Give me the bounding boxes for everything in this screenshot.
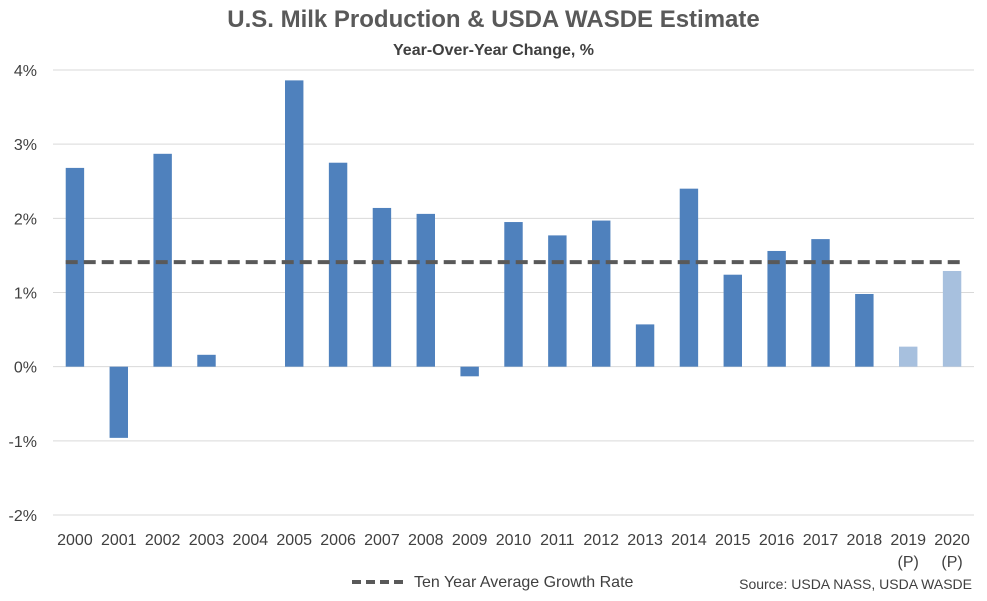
x-tick-label: 2003 <box>189 532 225 549</box>
x-tick-label: 2001 <box>101 532 137 549</box>
source-note: Source: USDA NASS, USDA WASDE <box>739 576 972 592</box>
x-tick-label: 2013 <box>627 532 663 549</box>
x-tick-label: 2016 <box>759 532 795 549</box>
bars <box>65 80 962 438</box>
bar <box>416 213 435 367</box>
y-tick-label: 0% <box>14 360 37 377</box>
x-tick-note: (P) <box>941 554 962 571</box>
x-tick-label: 2020 <box>934 532 970 549</box>
bar <box>548 235 567 367</box>
legend-label: Ten Year Average Growth Rate <box>414 574 634 591</box>
x-tick-label: 2004 <box>233 532 269 549</box>
bar <box>899 346 918 367</box>
chart-subtitle: Year-Over-Year Change, % <box>393 42 594 59</box>
x-tick-label: 2007 <box>364 532 400 549</box>
x-tick-label: 2019 <box>890 532 926 549</box>
bar <box>285 80 304 367</box>
x-tick-label: 2017 <box>803 532 839 549</box>
y-axis-ticks: -2% -1% 0% 1% 2% 3% 4% <box>9 63 37 525</box>
bar <box>197 354 216 367</box>
x-axis-ticks: 2000 2001 2002 2003 2004 2005 2006 2007 2008 2009… <box>57 532 970 571</box>
x-tick-label: 2005 <box>276 532 312 549</box>
x-tick-label: 2011 <box>540 532 575 549</box>
bar <box>460 366 479 377</box>
x-tick-label: 2002 <box>145 532 181 549</box>
y-tick-label: 2% <box>14 211 37 228</box>
y-tick-label: -1% <box>9 434 37 451</box>
bar <box>767 250 786 367</box>
x-tick-label: 2010 <box>496 532 532 549</box>
x-tick-label: 2000 <box>57 532 93 549</box>
bar <box>855 293 874 367</box>
y-tick-label: 1% <box>14 286 37 303</box>
y-tick-label: -2% <box>9 508 37 525</box>
bar <box>109 366 128 438</box>
bar <box>679 188 699 367</box>
legend: Ten Year Average Growth Rate <box>352 574 634 591</box>
x-tick-label: 2015 <box>715 532 751 549</box>
bar <box>635 324 655 367</box>
bar <box>592 220 611 367</box>
bar <box>328 162 348 367</box>
x-tick-label: 2018 <box>847 532 883 549</box>
bar <box>65 167 85 367</box>
x-tick-label: 2008 <box>408 532 444 549</box>
x-tick-label: 2014 <box>671 532 707 549</box>
x-tick-label: 2006 <box>320 532 356 549</box>
y-tick-label: 4% <box>14 63 37 80</box>
chart-title: U.S. Milk Production & USDA WASDE Estima… <box>227 6 760 33</box>
bar <box>942 270 962 367</box>
y-tick-label: 3% <box>14 137 37 154</box>
x-tick-label: 2012 <box>583 532 619 549</box>
bar <box>504 222 523 367</box>
bar <box>811 239 830 367</box>
bar <box>723 274 742 367</box>
bar <box>372 207 392 367</box>
x-tick-note: (P) <box>898 554 919 571</box>
x-tick-label: 2009 <box>452 532 488 549</box>
